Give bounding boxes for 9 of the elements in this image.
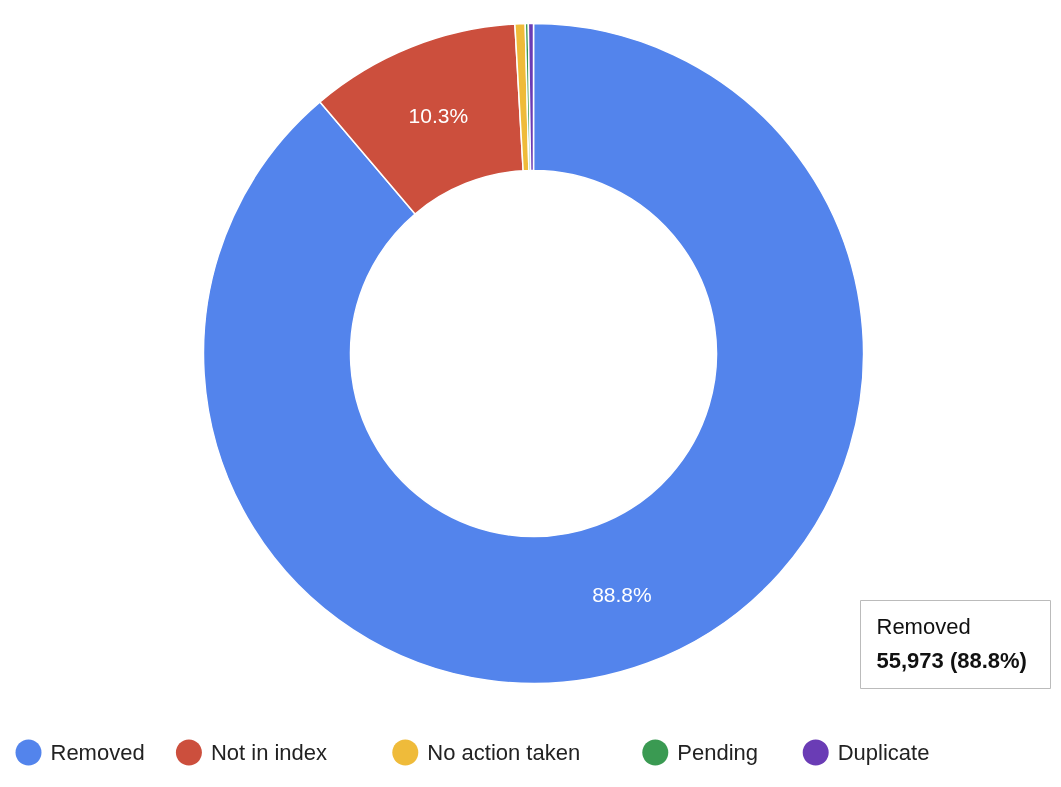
legend-label: Duplicate <box>837 740 930 765</box>
legend-label: Pending <box>677 740 759 765</box>
data-label: 10.3% <box>408 103 469 127</box>
legend-label: Not in index <box>210 740 328 765</box>
text: Removed <box>876 614 971 639</box>
legend-label: Removed <box>50 740 145 765</box>
text: 55,973 (88.8%) <box>876 648 1027 673</box>
data-label: 88.8% <box>592 582 652 606</box>
legend-label: No action taken <box>427 740 581 765</box>
